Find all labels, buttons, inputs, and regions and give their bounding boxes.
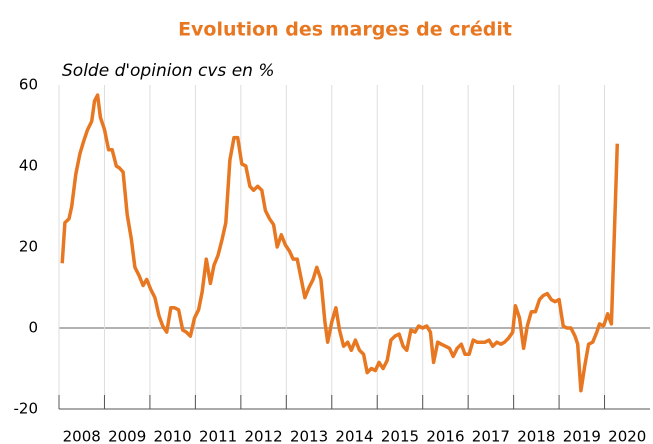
y-tick-label: 0 [28,319,38,337]
y-tick-label: 20 [19,238,38,256]
x-tick-label: 2010 [154,428,192,444]
x-tick-label: 2008 [63,428,101,444]
x-tick-label: 2015 [381,428,419,444]
y-tick-label: -20 [14,400,39,418]
y-tick-label: 40 [19,157,38,175]
x-tick-label: 2012 [244,428,282,444]
x-tick-label: 2017 [472,428,510,444]
x-tick-label: 2018 [517,428,555,444]
data-line [60,93,620,393]
x-tick-label: 2019 [563,428,601,444]
y-tick-label: 60 [19,76,38,94]
x-tick-label: 2011 [199,428,237,444]
x-tick-label: 2014 [335,428,373,444]
x-tick-label: 2016 [426,428,464,444]
chart-title: Evolution des marges de crédit [178,19,512,41]
chart-subtitle: Solde d'opinion cvs en % [62,61,274,81]
x-tick-label: 2009 [108,428,146,444]
x-tick-label: 2013 [290,428,328,444]
x-tick-label: 2020 [608,428,646,444]
